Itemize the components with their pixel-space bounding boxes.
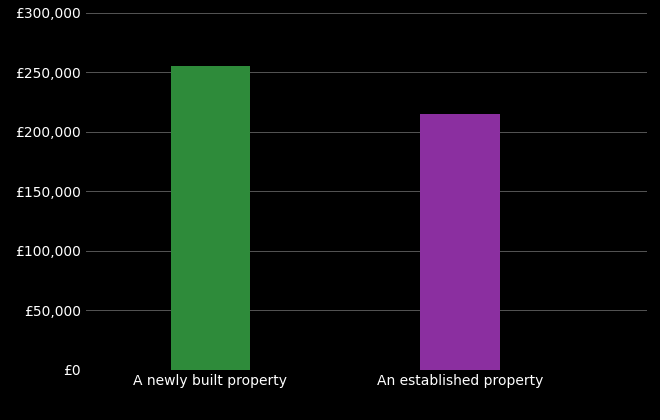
Bar: [170, 66, 250, 370]
Bar: [420, 114, 500, 370]
